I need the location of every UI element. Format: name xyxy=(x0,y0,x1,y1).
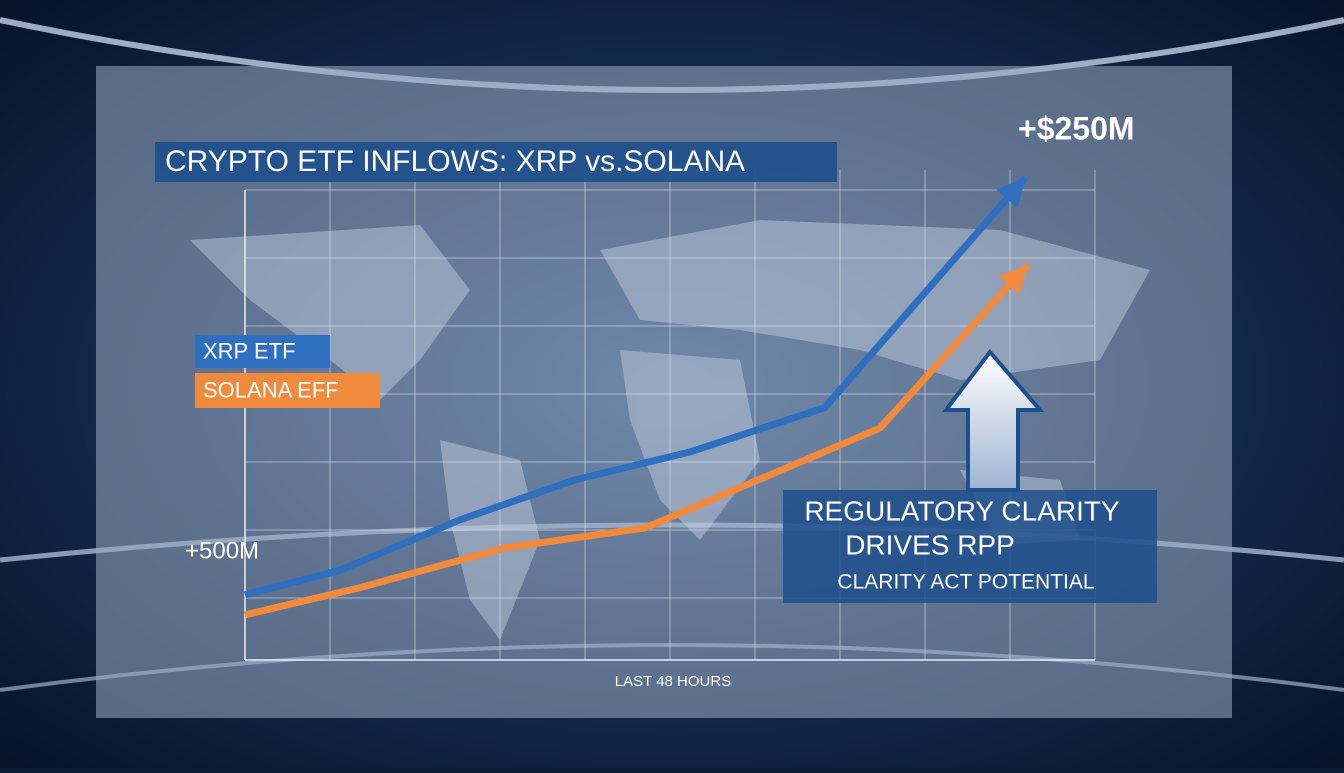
chart-title: CRYPTO ETF INFLOWS: XRP vs.SOLANA xyxy=(165,145,745,178)
annotation: DRIVES RPP xyxy=(845,529,1015,560)
world-map xyxy=(190,220,1150,640)
arrowhead xyxy=(996,177,1026,208)
line xyxy=(244,262,1031,619)
arrowhead xyxy=(998,264,1028,295)
annotation: +$250M xyxy=(1018,110,1135,146)
legend-swatch xyxy=(195,373,380,408)
legend-label: SOLANA EFF xyxy=(203,377,339,402)
annotation: CLARITY ACT POTENTIAL xyxy=(837,571,1094,594)
annotation: +500M xyxy=(185,537,259,564)
callout-box xyxy=(783,490,1157,603)
legend-swatch xyxy=(195,335,330,368)
annotation: REGULATORY CLARITY xyxy=(804,495,1120,526)
legend: XRP ETF SOLANA EFF xyxy=(195,335,380,408)
series-group xyxy=(244,175,1031,619)
x-axis-label: LAST 48 HOURS xyxy=(615,673,731,690)
title-box xyxy=(155,142,837,182)
line xyxy=(244,175,1028,599)
legend-label: XRP ETF xyxy=(203,338,296,363)
